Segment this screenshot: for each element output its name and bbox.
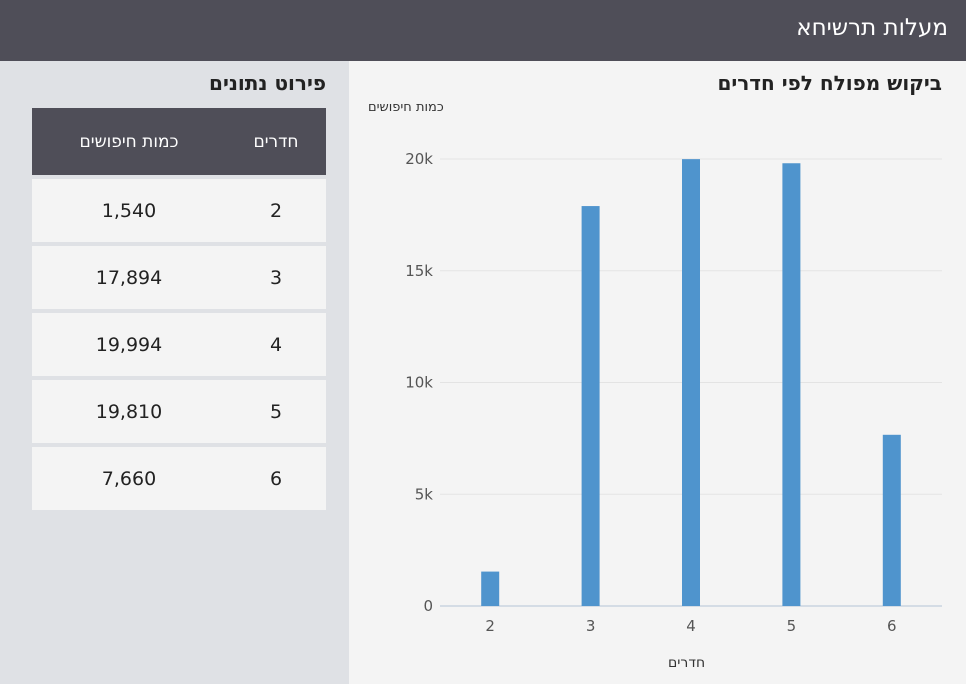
y-tick-label: 5k (415, 485, 434, 503)
cell-count: 17,894 (95, 266, 163, 289)
bar-6[interactable] (882, 434, 901, 606)
header-rooms: חדרים (253, 131, 299, 152)
top-bar: מעלות תרשיחא (0, 0, 966, 61)
bar-3[interactable] (581, 206, 600, 607)
x-tick-label: 5 (787, 617, 797, 635)
table-row: 19,994 4 (32, 313, 326, 376)
cell-rooms: 6 (269, 467, 283, 490)
chart-panel (349, 61, 966, 684)
bar-5[interactable] (782, 163, 801, 606)
x-tick-label: 4 (686, 617, 696, 635)
x-tick-label: 2 (485, 617, 495, 635)
x-tick-label: 6 (887, 617, 897, 635)
y-tick-label: 0 (423, 597, 433, 615)
bar-chart: 0 5k 10k 15k 20k 2 3 4 5 6 (405, 150, 942, 635)
cell-count: 1,540 (101, 199, 157, 222)
cell-count: 19,810 (95, 400, 163, 423)
x-tick-label: 3 (586, 617, 596, 635)
chart-title: ביקוש מפולח לפי חדרים (717, 71, 942, 95)
data-table: כמות חיפושים חדרים 1,540 2 17,894 3 19,9… (32, 108, 326, 510)
table-row: 17,894 3 (32, 246, 326, 309)
header-count: כמות חיפושים (79, 131, 179, 152)
cell-rooms: 2 (269, 199, 283, 222)
y-tick-label: 10k (405, 374, 433, 392)
table-row: 1,540 2 (32, 179, 326, 242)
cell-rooms: 3 (269, 266, 283, 289)
x-axis-label: חדרים (668, 655, 706, 671)
bar-4[interactable] (682, 159, 700, 606)
bar-2[interactable] (481, 571, 500, 606)
table-header: כמות חיפושים חדרים (32, 108, 326, 175)
y-tick-label: 20k (405, 150, 433, 168)
cell-rooms: 5 (269, 400, 283, 423)
app-title: מעלות תרשיחא (796, 15, 948, 41)
table-title: פירוט נתונים (209, 71, 326, 95)
cell-count: 7,660 (101, 467, 157, 490)
cell-count: 19,994 (95, 333, 163, 356)
table-row: 7,660 6 (32, 447, 326, 510)
cell-rooms: 4 (269, 333, 283, 356)
y-tick-label: 15k (405, 262, 433, 280)
y-axis-label: כמות חיפושים (368, 100, 444, 115)
table-row: 19,810 5 (32, 380, 326, 443)
